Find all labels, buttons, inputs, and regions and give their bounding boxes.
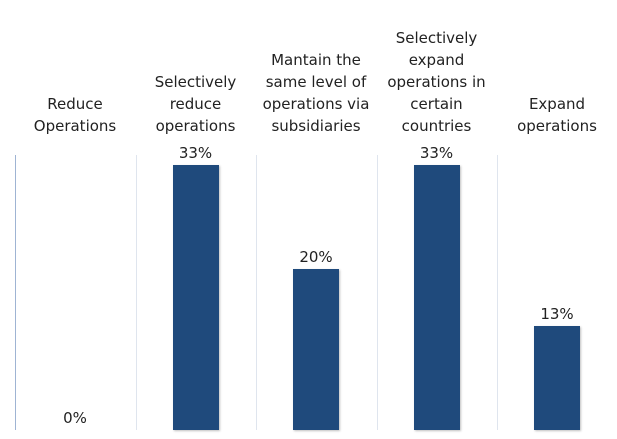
value-label: 33%: [419, 144, 454, 162]
category-column: Expand operations 13%: [497, 0, 617, 439]
bar: [413, 165, 460, 430]
separator: [376, 155, 378, 430]
bar: [172, 165, 219, 430]
category-column: Selectively expand operations in certain…: [376, 0, 497, 439]
category-column: Selectively reduce operations 33%: [135, 0, 256, 439]
category-column: Mantain the same level of operations via…: [256, 0, 376, 439]
category-label: Expand operations: [517, 95, 597, 135]
value-label: 13%: [540, 304, 574, 323]
separator: [15, 155, 16, 430]
bar: [534, 325, 580, 430]
value-label: 0%: [63, 409, 87, 427]
category-label: Mantain the same level of operations via…: [262, 51, 370, 135]
separator: [256, 155, 257, 430]
value-label: 33%: [178, 144, 213, 162]
category-label: Selectively expand operations in certain…: [387, 29, 486, 135]
category-label: Selectively reduce operations: [154, 73, 237, 135]
bar: [293, 269, 339, 430]
value-label: 20%: [299, 248, 333, 267]
category-column: Reduce Operations 0%: [15, 0, 135, 439]
category-label: Reduce Operations: [33, 95, 117, 135]
separator: [135, 155, 137, 430]
separator: [497, 155, 498, 430]
